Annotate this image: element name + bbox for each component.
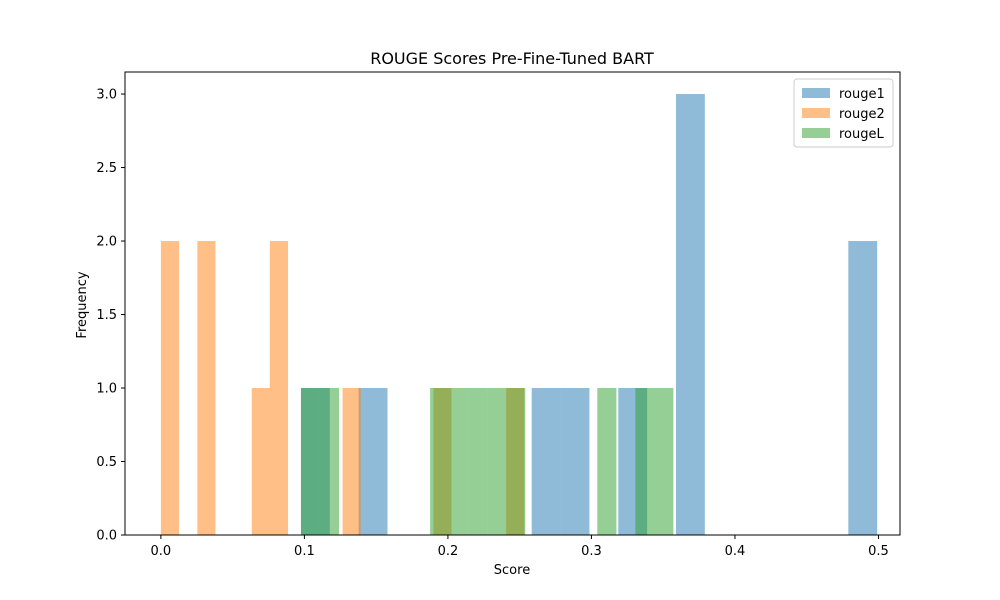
- bar-rougeL: [597, 388, 617, 535]
- y-tick-label: 3.0: [96, 88, 117, 103]
- bar-rouge2: [197, 241, 216, 536]
- bar-rougeL: [635, 388, 655, 535]
- bar-rouge2: [251, 388, 270, 535]
- bar-rouge1: [531, 388, 561, 535]
- bar-rougeL: [300, 388, 320, 535]
- plot-frame: [124, 71, 901, 536]
- legend-label-rouge1: rouge1: [839, 87, 885, 102]
- bar-rouge2: [269, 241, 289, 536]
- y-axis: 0.0 0.5 1.0 1.5 2.0 2.5 3.0: [96, 88, 125, 544]
- y-tick-label: 1.0: [96, 382, 117, 397]
- x-tick-label: 0.3: [581, 544, 602, 559]
- bar-rougeL: [487, 388, 507, 535]
- x-tick-label: 0.1: [294, 544, 315, 559]
- legend-label-rouge2: rouge2: [839, 107, 885, 122]
- y-tick-label: 2.0: [96, 235, 117, 250]
- legend-swatch-rougeL: [802, 128, 830, 138]
- bar-rougeL: [430, 388, 450, 535]
- x-axis: 0.0 0.1 0.2 0.3 0.4 0.5: [151, 535, 889, 559]
- x-tick-label: 0.5: [868, 544, 889, 559]
- y-tick-label: 2.5: [96, 161, 117, 176]
- legend-label-rougeL: rougeL: [839, 127, 885, 142]
- bar-rougeL: [319, 388, 339, 535]
- y-axis-label: Frequency: [75, 271, 90, 338]
- x-tick-label: 0.4: [725, 544, 746, 559]
- bar-rougeL: [654, 388, 674, 535]
- bar-rougeL: [506, 388, 526, 535]
- y-tick-label: 0.5: [96, 455, 117, 470]
- y-tick-label: 0.0: [96, 529, 117, 544]
- bar-rouge1: [560, 388, 590, 535]
- bar-rouge1: [358, 388, 388, 535]
- bars-group: [160, 94, 878, 536]
- bar-rouge2: [160, 241, 179, 536]
- bar-rouge2: [342, 388, 361, 535]
- legend-swatch-rouge2: [802, 108, 830, 118]
- bar-rougeL: [468, 388, 488, 535]
- bar-rouge1: [675, 94, 705, 536]
- legend: rouge1 rouge2 rougeL: [793, 78, 894, 148]
- y-tick-label: 1.5: [96, 308, 117, 323]
- bar-rouge1: [848, 241, 878, 536]
- bar-rougeL: [449, 388, 469, 535]
- legend-swatch-rouge1: [802, 88, 830, 98]
- x-axis-label: Score: [494, 563, 530, 578]
- x-tick-label: 0.2: [438, 544, 459, 559]
- x-tick-label: 0.0: [151, 544, 172, 559]
- chart-title: ROUGE Scores Pre-Fine-Tuned BART: [370, 49, 654, 68]
